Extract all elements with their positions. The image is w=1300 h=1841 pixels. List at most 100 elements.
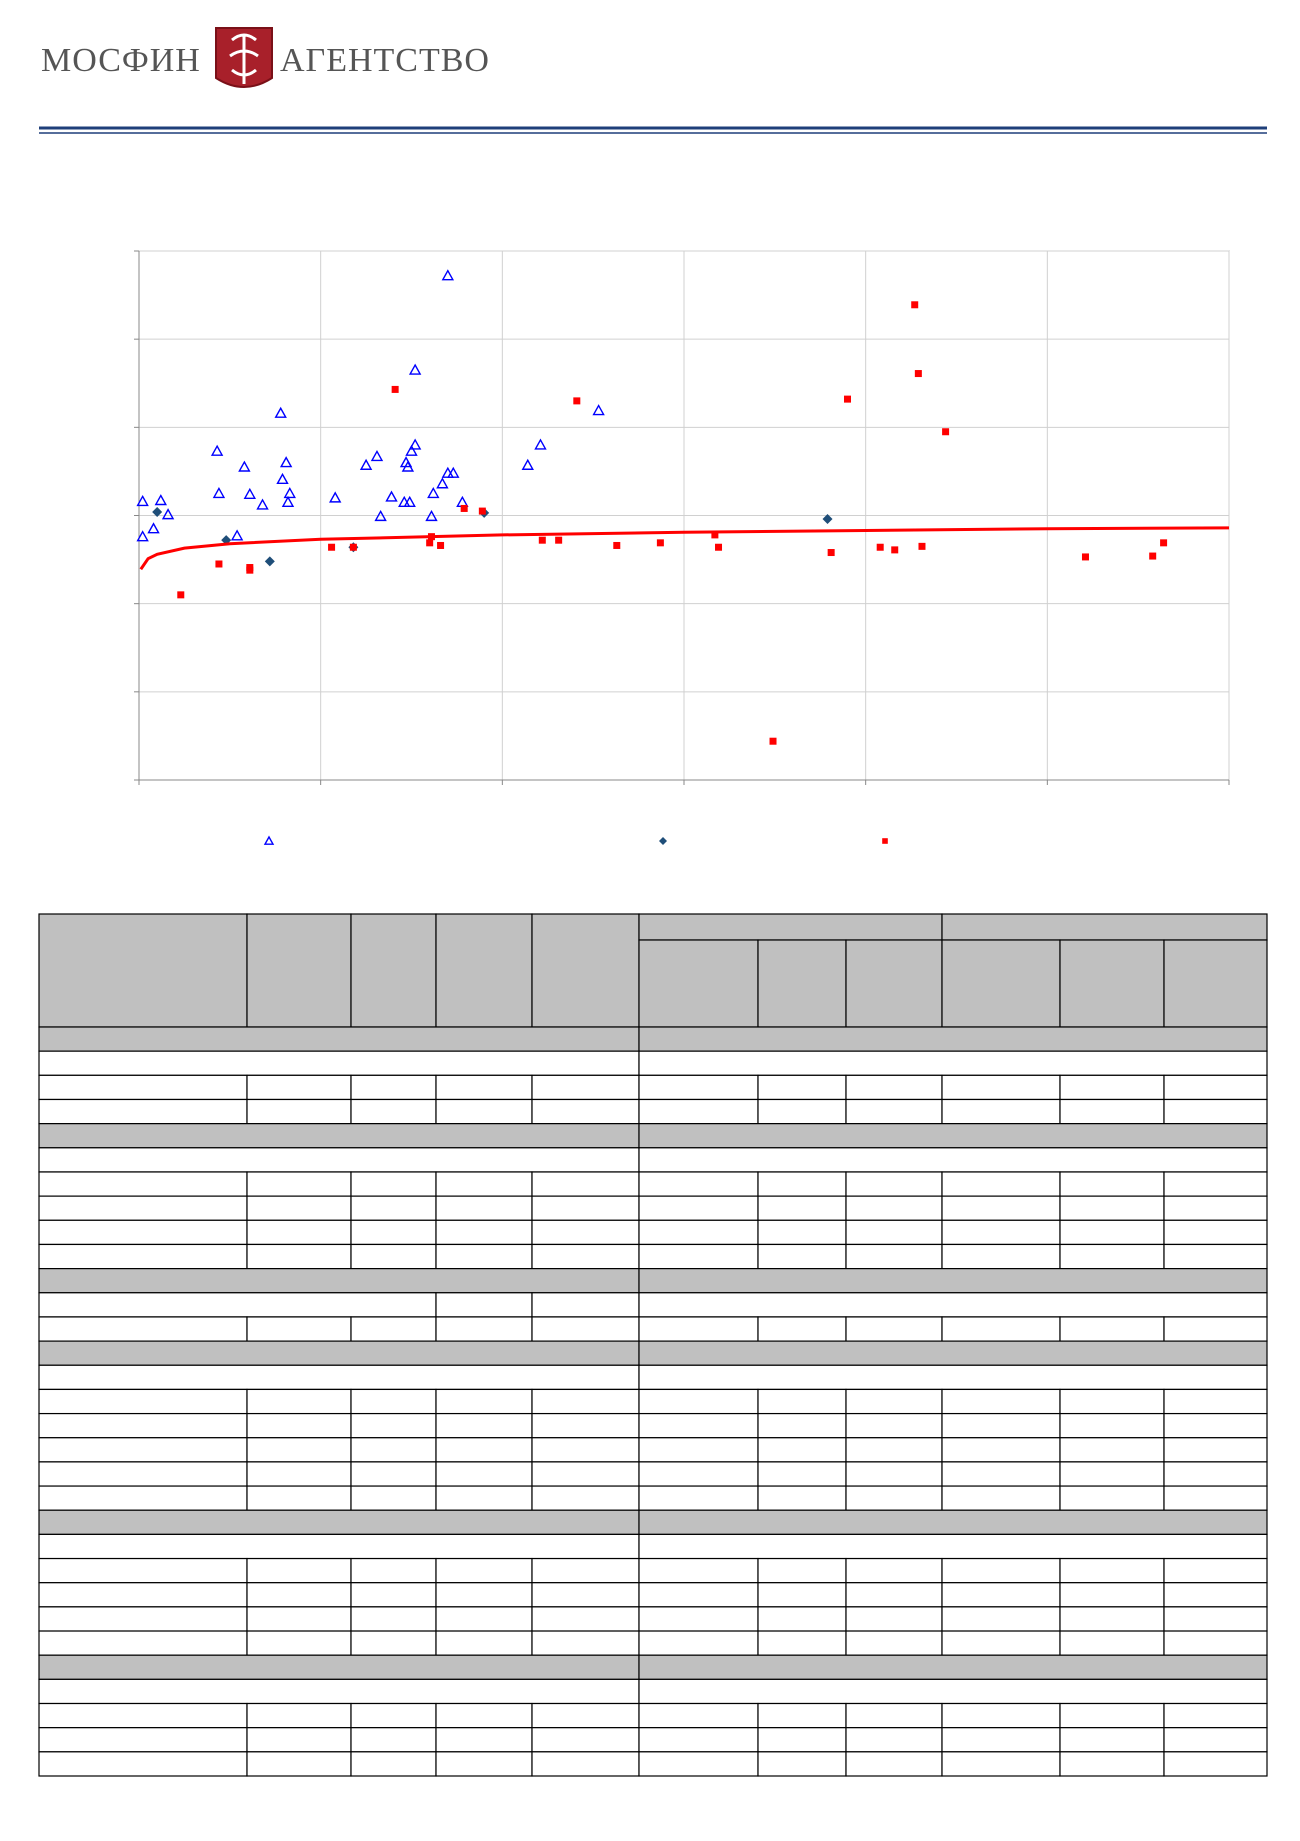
table-cell bbox=[246, 1557, 352, 1584]
table-cell bbox=[246, 1437, 352, 1463]
table-cell bbox=[246, 1316, 352, 1342]
table-cell bbox=[38, 1557, 248, 1584]
table-cell bbox=[435, 1074, 533, 1101]
table-cell bbox=[531, 1292, 640, 1318]
table-cell bbox=[845, 1388, 943, 1415]
point bbox=[436, 477, 449, 489]
point bbox=[147, 522, 160, 534]
table-cell bbox=[1163, 1171, 1268, 1197]
table-cell bbox=[638, 1557, 759, 1584]
point bbox=[215, 560, 223, 568]
table-cell bbox=[1163, 939, 1268, 1028]
table-cell bbox=[941, 1582, 1061, 1608]
table-cell bbox=[1163, 1074, 1268, 1101]
table-cell bbox=[638, 1727, 759, 1753]
table-cell bbox=[941, 1461, 1061, 1487]
table-cell bbox=[757, 1074, 847, 1101]
table-cell bbox=[246, 1243, 352, 1270]
table-cell bbox=[531, 1195, 640, 1221]
table-cell bbox=[941, 1702, 1061, 1729]
table-cell bbox=[38, 1074, 248, 1101]
table-cell bbox=[638, 1050, 1268, 1076]
table-cell bbox=[757, 1461, 847, 1487]
point bbox=[827, 549, 835, 557]
table-cell bbox=[757, 1557, 847, 1584]
table-cell bbox=[941, 1388, 1061, 1415]
table-cell bbox=[531, 1582, 640, 1608]
table-cell bbox=[757, 1195, 847, 1221]
table-cell bbox=[435, 1461, 533, 1487]
table-cell bbox=[38, 913, 248, 1028]
point bbox=[136, 530, 149, 542]
table-cell bbox=[638, 1412, 759, 1439]
table-cell bbox=[845, 1751, 943, 1777]
table-cell bbox=[845, 1606, 943, 1632]
table-cell bbox=[531, 1098, 640, 1125]
table-cell bbox=[638, 1461, 759, 1487]
table-cell bbox=[757, 1727, 847, 1753]
table-cell bbox=[638, 1678, 1268, 1705]
table-cell bbox=[38, 1606, 248, 1632]
table-cell bbox=[1059, 1582, 1165, 1608]
logo-right: АГЕНТСТВО bbox=[280, 42, 490, 79]
logo-left: МОСФИН bbox=[41, 42, 201, 79]
table-cell bbox=[38, 1243, 248, 1270]
point bbox=[426, 539, 434, 547]
table-cell bbox=[1059, 1074, 1165, 1101]
point bbox=[918, 542, 926, 550]
table-cell bbox=[350, 1388, 437, 1415]
table-cell bbox=[246, 1702, 352, 1729]
table-cell bbox=[38, 1702, 248, 1729]
table-cell bbox=[435, 1098, 533, 1125]
point bbox=[478, 507, 486, 515]
table-cell bbox=[435, 1437, 533, 1463]
point bbox=[911, 301, 919, 309]
table-cell bbox=[1163, 1437, 1268, 1463]
point bbox=[425, 509, 438, 522]
point bbox=[408, 438, 422, 450]
table-cell bbox=[845, 1412, 943, 1439]
table-cell bbox=[435, 1195, 533, 1221]
table-cell bbox=[757, 1171, 847, 1197]
table-cell bbox=[531, 1630, 640, 1656]
trendline bbox=[139, 526, 1230, 571]
table-cell bbox=[845, 1316, 943, 1342]
point bbox=[161, 508, 175, 520]
table-cell bbox=[435, 1243, 533, 1270]
table-cell bbox=[941, 1630, 1061, 1656]
table-cell bbox=[246, 1630, 352, 1656]
point bbox=[822, 514, 833, 525]
table-cell bbox=[757, 1702, 847, 1729]
table-cell bbox=[845, 1074, 943, 1101]
table-cell bbox=[531, 1316, 640, 1342]
table-cell bbox=[38, 1195, 248, 1221]
table-cell bbox=[638, 1292, 1268, 1318]
table-cell bbox=[350, 1630, 437, 1656]
table-cell bbox=[638, 1195, 759, 1221]
point bbox=[210, 444, 224, 456]
table-cell bbox=[1059, 1388, 1165, 1415]
table-cell bbox=[941, 1316, 1061, 1342]
table-cell bbox=[246, 1074, 352, 1101]
table-cell bbox=[38, 1388, 248, 1415]
table-cell bbox=[638, 1533, 1268, 1560]
point bbox=[349, 543, 357, 551]
table-cell bbox=[638, 1485, 759, 1511]
table-cell bbox=[350, 1751, 437, 1777]
point bbox=[281, 495, 295, 507]
point bbox=[460, 504, 468, 512]
table-cell bbox=[435, 1412, 533, 1439]
table-cell bbox=[845, 1557, 943, 1584]
point bbox=[1160, 539, 1168, 547]
table-cell bbox=[638, 1751, 759, 1777]
table-cell bbox=[531, 1243, 640, 1270]
table-cell bbox=[1163, 1388, 1268, 1415]
table-cell bbox=[38, 1098, 248, 1125]
point bbox=[401, 460, 415, 472]
table-cell bbox=[941, 1485, 1061, 1511]
table-cell bbox=[1059, 1219, 1165, 1246]
table-cell bbox=[757, 1219, 847, 1246]
point bbox=[408, 363, 422, 375]
table-cell bbox=[38, 1364, 640, 1391]
